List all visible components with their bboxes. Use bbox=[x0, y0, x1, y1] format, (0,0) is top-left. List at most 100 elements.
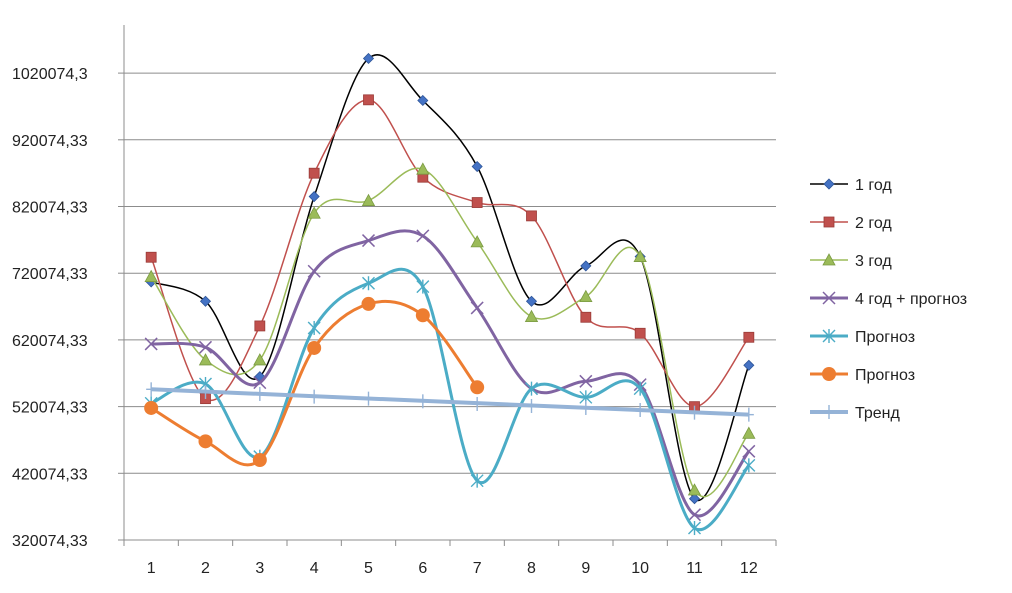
data-point bbox=[307, 340, 322, 355]
series-group bbox=[144, 52, 756, 536]
legend-label: Тренд bbox=[855, 405, 901, 422]
data-point bbox=[361, 296, 376, 311]
marker-stroke bbox=[144, 337, 158, 351]
x-tick-label: 4 bbox=[310, 560, 319, 577]
data-point bbox=[742, 444, 756, 458]
legend-marker bbox=[822, 367, 836, 381]
data-point bbox=[471, 160, 483, 173]
series-3 bbox=[144, 162, 756, 498]
x-axis-tick-labels: 1 2 3 4 5 6 7 8 9 10 11 12 bbox=[147, 560, 758, 577]
data-point bbox=[308, 190, 320, 203]
marker-stroke bbox=[687, 508, 702, 522]
legend-marker bbox=[824, 405, 834, 419]
data-point bbox=[634, 327, 646, 339]
data-point bbox=[363, 94, 374, 106]
series-7 bbox=[146, 382, 754, 422]
y-tick-label: 520074,33 bbox=[12, 400, 88, 417]
data-point bbox=[470, 473, 484, 488]
data-point bbox=[362, 276, 375, 291]
legend-item: 3 год bbox=[810, 253, 892, 270]
data-point bbox=[198, 353, 213, 366]
legend-item: Прогноз bbox=[810, 367, 915, 384]
legend-marker bbox=[822, 329, 836, 343]
y-tick-label: 820074,33 bbox=[12, 200, 88, 217]
series-line bbox=[150, 167, 750, 498]
x-tick-label: 8 bbox=[527, 560, 536, 577]
data-point bbox=[308, 167, 320, 179]
legend-label: Прогноз bbox=[855, 329, 915, 346]
legend: 1 год 2 год 3 год 4 год + прогноз Прогноз Про… bbox=[810, 177, 967, 422]
data-point bbox=[743, 359, 755, 371]
marker-stroke bbox=[822, 291, 836, 305]
legend-item: Тренд bbox=[810, 405, 901, 422]
y-tick-label: 1020074,3 bbox=[12, 66, 88, 83]
data-point bbox=[470, 380, 485, 395]
data-point bbox=[580, 311, 592, 323]
data-point bbox=[416, 279, 430, 294]
legend-item: 4 год + прогноз bbox=[810, 291, 967, 308]
x-tick-label: 7 bbox=[473, 560, 482, 577]
y-tick-label: 420074,33 bbox=[12, 466, 88, 483]
data-point bbox=[253, 353, 267, 366]
data-point bbox=[307, 206, 321, 219]
y-tick-label: 920074,33 bbox=[12, 133, 88, 150]
data-point bbox=[526, 398, 537, 413]
marker-stroke bbox=[361, 234, 376, 248]
data-point bbox=[580, 400, 591, 415]
marker-stroke bbox=[579, 374, 593, 388]
data-point bbox=[198, 340, 213, 354]
y-tick-label: 720074,33 bbox=[12, 266, 88, 283]
axes bbox=[118, 25, 777, 546]
data-point bbox=[416, 229, 430, 243]
data-point bbox=[633, 381, 647, 396]
marker-stroke bbox=[470, 301, 484, 315]
data-point bbox=[361, 234, 376, 248]
legend-label: 2 год bbox=[855, 215, 892, 232]
data-point bbox=[525, 295, 538, 307]
data-point bbox=[743, 407, 754, 422]
y-axis-tick-labels: 320074,33 420074,33 520074,33 620074,33 7200… bbox=[12, 66, 88, 550]
data-point bbox=[253, 376, 267, 390]
data-point bbox=[415, 308, 430, 323]
data-point bbox=[524, 309, 539, 323]
series-line bbox=[150, 267, 751, 532]
data-point bbox=[633, 249, 647, 262]
x-tick-label: 12 bbox=[740, 560, 758, 577]
x-tick-label: 2 bbox=[201, 560, 210, 577]
data-point bbox=[417, 94, 429, 107]
data-point bbox=[146, 382, 157, 397]
data-point bbox=[472, 396, 483, 411]
data-point bbox=[688, 493, 701, 505]
legend-marker bbox=[822, 253, 836, 266]
data-point bbox=[307, 320, 321, 335]
data-point bbox=[525, 381, 538, 396]
data-point bbox=[579, 374, 593, 388]
x-tick-label: 5 bbox=[364, 560, 373, 577]
legend-label: 1 год bbox=[855, 177, 892, 194]
data-point bbox=[254, 386, 265, 401]
data-point bbox=[470, 235, 484, 248]
marker-stroke bbox=[307, 264, 321, 278]
x-tick-label: 6 bbox=[418, 560, 427, 577]
data-point bbox=[742, 458, 756, 473]
data-point bbox=[144, 337, 158, 351]
legend-item: Прогноз bbox=[810, 329, 915, 346]
legend-marker bbox=[822, 291, 836, 305]
marker-stroke bbox=[416, 229, 430, 243]
series-6 bbox=[144, 296, 485, 468]
data-point bbox=[200, 384, 211, 399]
series-2 bbox=[145, 94, 755, 413]
legend-label: 3 год bbox=[855, 253, 892, 270]
marker-stroke bbox=[742, 444, 756, 458]
legend-item: 2 год bbox=[810, 215, 892, 232]
data-point bbox=[309, 389, 320, 404]
legend-marker bbox=[823, 216, 835, 228]
legend-label: 4 год + прогноз bbox=[855, 291, 967, 308]
data-point bbox=[688, 521, 701, 536]
data-point bbox=[198, 434, 213, 449]
data-point bbox=[526, 210, 537, 222]
data-point bbox=[144, 269, 158, 282]
data-point bbox=[689, 405, 700, 420]
series-line bbox=[151, 387, 749, 417]
